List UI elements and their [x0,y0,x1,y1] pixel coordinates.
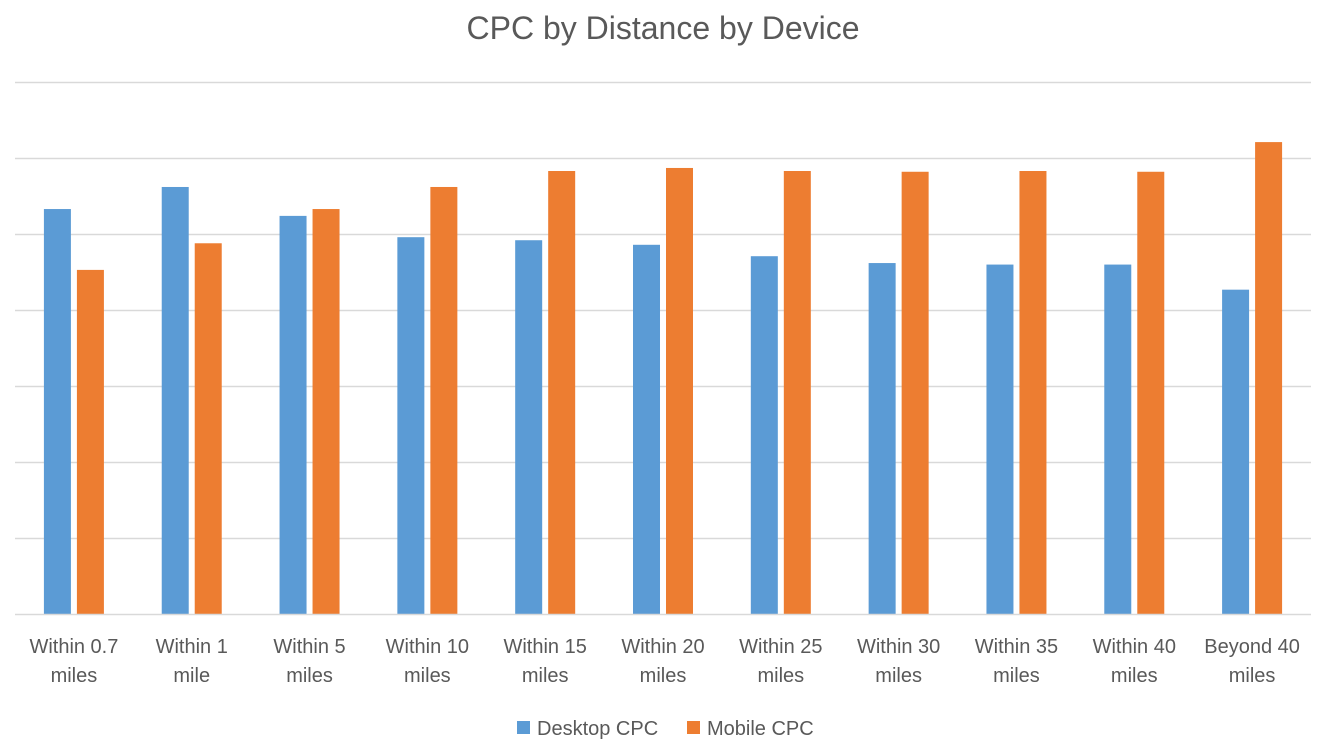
bar-mobile-1 [194,243,222,615]
chart-title: CPC by Distance by Device [466,10,859,46]
bar-mobile-7 [901,171,929,615]
bar-desktop-0 [43,209,71,615]
x-tick-label: Within 5 miles [273,636,345,687]
gridlines [15,81,1311,540]
legend-label-desktop: Desktop CPC [537,718,658,740]
x-tick-label: Within 40 miles [1093,636,1176,687]
legend-swatch-desktop [517,721,530,734]
x-tick-label: Beyond 40 miles [1204,636,1300,687]
bar-mobile-9 [1137,171,1165,615]
bar-desktop-10 [1222,289,1250,615]
legend-label-mobile: Mobile CPC [707,718,814,740]
x-tick-label: Within 30 miles [857,636,940,687]
x-tick-label: Within 25 miles [739,636,822,687]
legend: Desktop CPC Mobile CPC [517,718,814,740]
bar-desktop-7 [868,263,896,615]
x-tick-label: Within 0.7 miles [29,636,118,687]
bar-desktop-3 [397,237,425,615]
bar-desktop-5 [633,244,660,615]
bar-mobile-3 [430,186,458,615]
bar-desktop-4 [515,240,543,615]
bar-mobile-10 [1255,142,1283,615]
bar-mobile-6 [783,171,811,615]
bar-mobile-0 [76,269,104,615]
bar-mobile-5 [666,167,693,615]
x-tick-label: Within 10 miles [386,636,469,687]
bar-desktop-8 [986,264,1014,615]
bar-mobile-2 [312,209,340,615]
x-tick-labels: Within 0.7 miles Within 1 mile Within 5 miles… [29,636,1299,687]
bar-mobile-4 [548,171,576,615]
x-tick-label: Within 1 mile [156,636,228,687]
x-tick-label: Within 35 miles [975,636,1058,687]
bar-desktop-1 [161,186,189,615]
x-tick-label: Within 15 miles [503,636,586,687]
bar-desktop-9 [1104,264,1132,615]
bar-desktop-2 [279,215,307,615]
legend-swatch-mobile [687,721,700,734]
bar-mobile-8 [1019,171,1047,615]
x-tick-label: Within 20 miles [621,636,704,687]
bar-desktop-6 [750,256,778,615]
bars [43,142,1283,615]
